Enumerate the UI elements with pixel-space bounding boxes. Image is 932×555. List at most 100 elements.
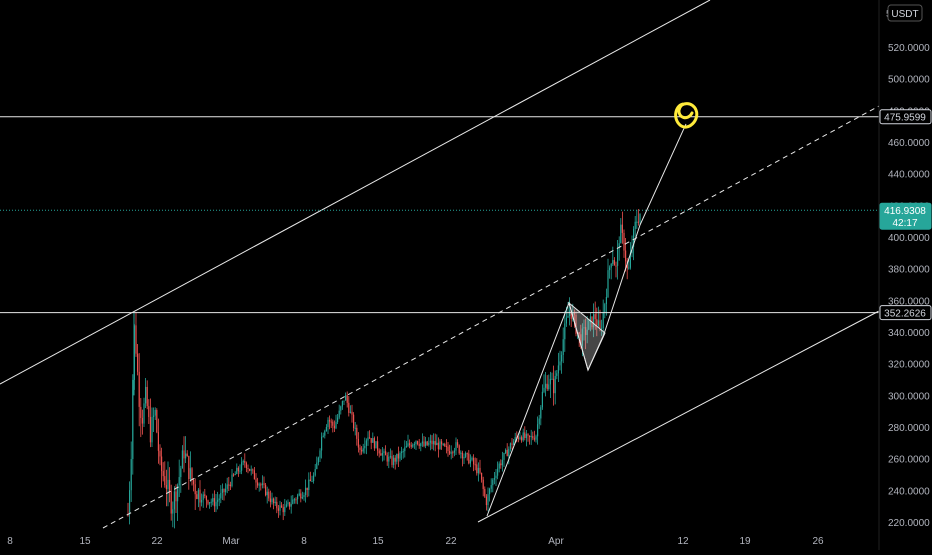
price-tick-label: 440.0000 — [888, 170, 930, 181]
candle-body — [425, 441, 427, 446]
candle-body — [255, 479, 257, 483]
candle-body — [562, 339, 564, 355]
candle-body — [620, 224, 622, 244]
candle-body — [209, 502, 211, 504]
candle-body — [532, 436, 534, 439]
support-price-label: 352.2626 — [884, 309, 926, 320]
candle-body — [473, 457, 475, 465]
candle-body — [337, 417, 339, 423]
candle-body — [263, 483, 265, 485]
candle-body — [407, 443, 409, 447]
candle-body — [474, 464, 476, 466]
candle-body — [229, 484, 231, 487]
candle-body — [393, 457, 395, 465]
candle-body — [253, 470, 255, 480]
candle-body — [319, 450, 321, 458]
candle-body — [535, 436, 537, 440]
candle-body — [295, 499, 297, 501]
candle-body — [215, 501, 217, 507]
candle-body — [183, 450, 185, 459]
candle-body — [612, 260, 614, 264]
candle-body — [517, 437, 519, 440]
candle-body — [396, 453, 398, 462]
price-tick-label: 240.0000 — [888, 486, 930, 497]
candle-body — [567, 316, 569, 318]
candle-body — [308, 479, 310, 491]
candle-body — [530, 436, 532, 438]
candle-body — [509, 443, 511, 449]
candle-body — [330, 421, 332, 423]
candle-body — [634, 221, 636, 229]
candle-body — [141, 417, 143, 424]
candle-body — [540, 407, 542, 419]
currency-badge[interactable] — [887, 4, 923, 22]
candle-body — [621, 224, 623, 233]
candle-body — [545, 383, 547, 388]
candle-body — [553, 378, 555, 394]
candle-body — [260, 484, 262, 486]
candle-body — [479, 467, 481, 473]
candle-body — [559, 361, 561, 366]
candle-body — [236, 467, 238, 474]
candle-body — [548, 384, 550, 390]
candle-body — [537, 424, 539, 437]
candle-body — [420, 443, 422, 447]
candle-body — [231, 474, 233, 487]
candle-body — [159, 450, 161, 457]
candle-body — [306, 487, 308, 491]
candle-body — [575, 314, 577, 335]
candle-body — [130, 459, 132, 491]
time-tick-label: 22 — [445, 536, 457, 547]
candle-body — [580, 334, 582, 346]
currency-label: USDT — [891, 9, 918, 20]
candle-body — [588, 320, 590, 330]
bull-flag-triangle — [568, 301, 606, 372]
candle-body — [329, 419, 331, 422]
candle-body — [135, 325, 137, 354]
candle-body — [549, 378, 551, 385]
candle-body — [261, 483, 263, 486]
candle-body — [188, 456, 190, 480]
candle-body — [298, 493, 300, 496]
candle-body — [573, 312, 575, 315]
candle-body — [317, 457, 319, 463]
candle-body — [605, 296, 607, 305]
candle-body — [521, 437, 523, 441]
candle-body — [273, 498, 275, 504]
candle-body — [165, 485, 167, 490]
candle-body — [172, 509, 174, 514]
candle-body — [257, 482, 259, 486]
candle-body — [279, 505, 281, 511]
candle-body — [145, 386, 147, 404]
candle-body — [237, 467, 239, 472]
candle-body — [594, 314, 596, 320]
candle-body — [292, 499, 294, 504]
candle-body — [316, 462, 318, 470]
candle-body — [314, 469, 316, 476]
candle-body — [361, 449, 363, 452]
candle-body — [290, 503, 292, 507]
candle-body — [388, 456, 390, 462]
candle-body — [212, 498, 214, 502]
candle-body — [233, 474, 235, 476]
target-marker — [674, 102, 699, 129]
candle-body — [313, 475, 315, 482]
candle-body — [333, 425, 335, 429]
candle-body — [274, 501, 276, 504]
candle-body — [271, 498, 273, 503]
candle-body — [321, 436, 323, 451]
candle-body — [332, 421, 334, 426]
candle-body — [311, 481, 313, 483]
candle-body — [477, 467, 479, 474]
candle-body — [633, 228, 635, 247]
candle-body — [556, 373, 558, 376]
candle-body — [546, 383, 548, 390]
candle-body — [201, 499, 203, 503]
candle-body — [410, 445, 412, 447]
price-tick-label: 500.0000 — [888, 75, 930, 86]
candle-body — [628, 267, 630, 269]
candle-body — [490, 485, 492, 489]
